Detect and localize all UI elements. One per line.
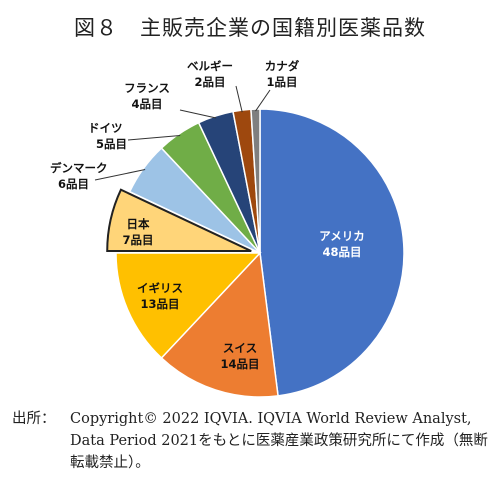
slice-value-label-6: 4品目	[131, 97, 162, 111]
slice-name-label-3: 日本	[127, 217, 150, 231]
slice-name-label-4: デンマーク	[50, 161, 108, 175]
slice-name-label-5: ドイツ	[88, 121, 123, 135]
source-prefix: 出所：	[12, 411, 56, 427]
slice-name-label-2: イギリス	[137, 281, 183, 295]
slice-value-label-4: 6品目	[58, 177, 89, 191]
chart-title: 図８ 主販売企業の国籍別医薬品数	[74, 16, 426, 40]
pie-slice-1	[160, 251, 279, 398]
leader-line-8	[255, 89, 271, 112]
pie-slice-8	[250, 108, 261, 254]
slice-name-label-1: スイス	[223, 341, 257, 355]
slice-value-label-2: 13品目	[140, 297, 179, 311]
leader-line-5	[127, 135, 181, 141]
slice-value-label-3: 7品目	[122, 233, 153, 247]
pie-slice-3	[106, 188, 252, 253]
leader-line-6	[179, 109, 217, 119]
leader-line-7	[235, 85, 243, 113]
source-text: Copyright© 2022 IQVIA. IQVIA World Revie…	[70, 411, 488, 471]
slice-value-label-5: 5品目	[96, 137, 127, 151]
pie-slice-0	[259, 108, 405, 397]
slice-value-label-0: 48品目	[322, 245, 361, 259]
slice-value-label-7: 2品目	[194, 75, 225, 89]
slice-name-label-0: アメリカ	[319, 229, 364, 243]
source-note: 出所： Copyright© 2022 IQVIA. IQVIA World R…	[12, 408, 494, 474]
pie-slice-2	[115, 252, 262, 360]
leader-line-4	[94, 169, 146, 181]
slice-value-label-1: 14品目	[220, 357, 259, 371]
slice-name-label-8: カナダ	[265, 59, 300, 73]
slice-value-label-8: 1品目	[266, 75, 297, 89]
slice-name-label-7: ベルギー	[187, 59, 233, 73]
slice-name-label-6: フランス	[124, 81, 170, 95]
